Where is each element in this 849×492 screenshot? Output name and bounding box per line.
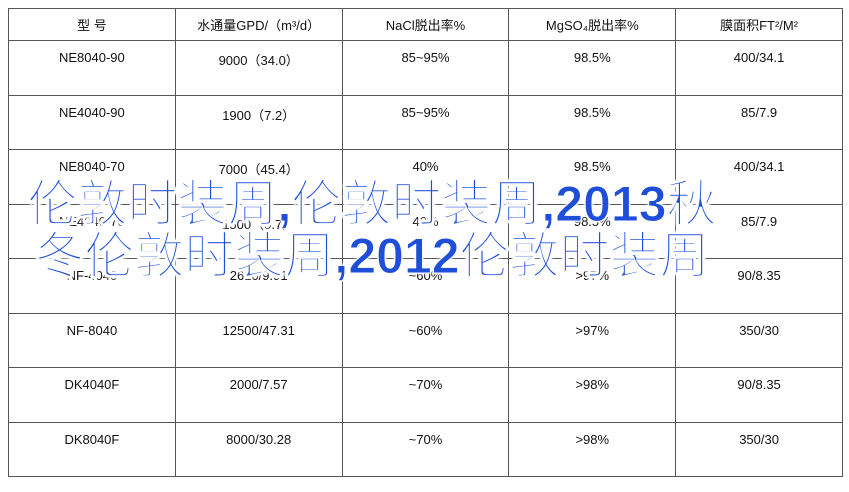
table-cell: NE4040-90	[8, 94, 176, 150]
table-cell: 400/34.1	[675, 40, 843, 96]
table-cell: DK4040F	[8, 367, 176, 423]
table-row: NE8040-90 9000（34.0） 85~95% 98.5% 400/34.1	[8, 40, 843, 96]
table-row: NF-4040 2620/9.91 ~60% >97% 90/8.35	[8, 258, 843, 314]
table-cell: >97%	[508, 258, 677, 314]
table-cell: 85/7.9	[675, 203, 843, 259]
table-cell: >97%	[508, 312, 677, 368]
table-cell: NF-4040	[8, 258, 176, 314]
header-cell: MgSO₄脱出率%	[508, 8, 677, 41]
table-cell: NE4040-70	[8, 203, 176, 259]
header-cell: 型 号	[8, 8, 176, 41]
table-cell: DK8040F	[8, 421, 176, 477]
table-row: NE4040-70 1500（5.7） 40% 98.5% 85/7.9	[8, 203, 843, 259]
table-row: NE4040-90 1900（7.2） 85~95% 98.5% 85/7.9	[8, 94, 843, 150]
spec-table: 型 号水通量GPD/（m³/d） NaCl脱出率% MgSO₄脱出率% 膜面积FT²/…	[8, 8, 843, 477]
table-cell: NE8040-90	[8, 40, 176, 96]
table-cell: NF-8040	[8, 312, 176, 368]
table-cell: 98.5%	[508, 94, 677, 150]
table-cell: ~70%	[341, 421, 510, 477]
table-cell: 85/7.9	[675, 94, 843, 150]
table-cell: 98.5%	[508, 40, 677, 96]
table-cell: 90/8.35	[675, 367, 843, 423]
table-cell: 7000（45.4）	[174, 149, 343, 205]
table-cell: 85~95%	[341, 94, 510, 150]
table-cell: 2620/9.91	[174, 258, 343, 314]
table-cell: 8000/30.28	[174, 421, 343, 477]
table-cell: >98%	[508, 421, 677, 477]
table-body: NE8040-90 9000（34.0） 85~95% 98.5% 400/34.1 NE…	[8, 40, 843, 477]
table-row: NF-8040 12500/47.31 ~60% >97% 350/30	[8, 312, 843, 368]
table-cell: 9000（34.0）	[174, 40, 343, 96]
table-cell: ~60%	[341, 312, 510, 368]
table-cell: 1900（7.2）	[174, 94, 343, 150]
table-cell: 350/30	[675, 312, 843, 368]
table-cell: ~60%	[341, 258, 510, 314]
table-row: NE8040-70 7000（45.4） 40% 98.5% 400/34.1	[8, 149, 843, 205]
table-cell: 90/8.35	[675, 258, 843, 314]
header-cell: NaCl脱出率%	[341, 8, 510, 41]
overlay-text: 伦敦时装周,伦敦时装周,2013秋冬伦敦时装周,2012伦敦时装周	[27, 176, 717, 284]
table-cell: 85~95%	[341, 40, 510, 96]
table-cell: 2000/7.57	[174, 367, 343, 423]
table-row: DK4040F 2000/7.57 ~70% >98% 90/8.35	[8, 367, 843, 423]
header-cell: 水通量GPD/（m³/d）	[174, 8, 343, 41]
table-cell: 400/34.1	[675, 149, 843, 205]
table-cell: ~70%	[341, 367, 510, 423]
header-row: 型 号水通量GPD/（m³/d） NaCl脱出率% MgSO₄脱出率% 膜面积FT²/…	[8, 8, 843, 41]
table-cell: 350/30	[675, 421, 843, 477]
table-row: DK8040F 8000/30.28 ~70% >98% 350/30	[8, 421, 843, 477]
table-cell: >98%	[508, 367, 677, 423]
table-cell: NE8040-70	[8, 149, 176, 205]
header-cell: 膜面积FT²/M²	[675, 8, 843, 41]
table-cell: 12500/47.31	[174, 312, 343, 368]
